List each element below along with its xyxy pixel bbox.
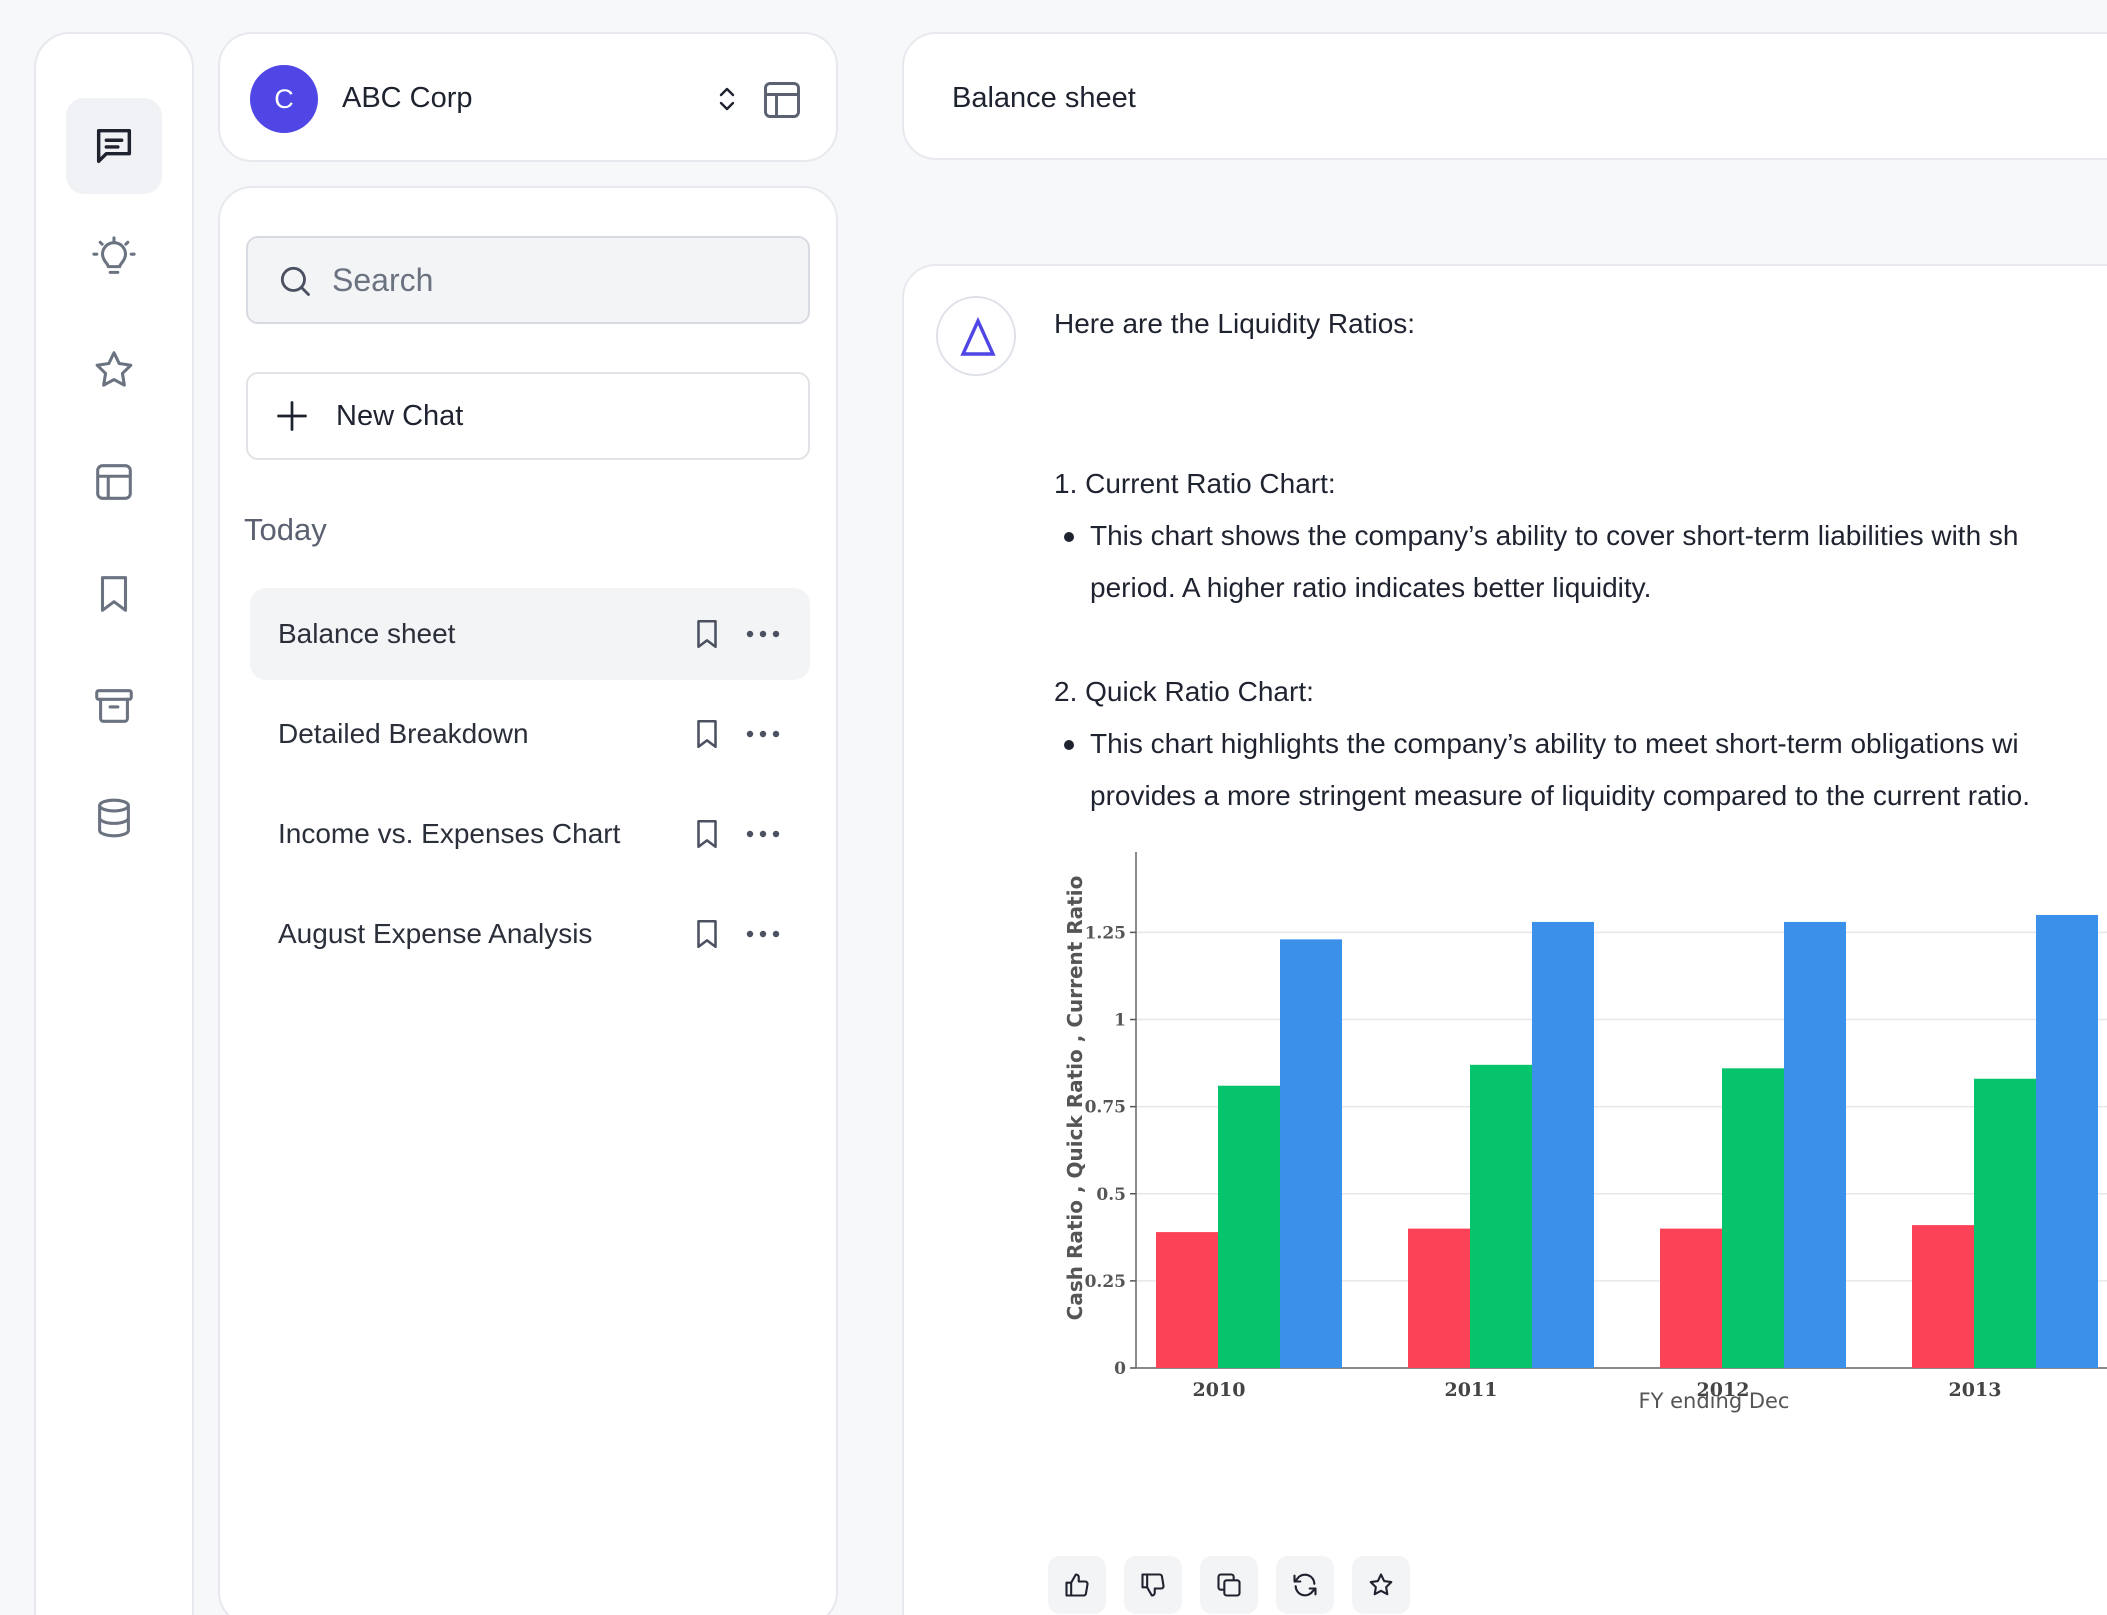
item2-line1: This chart highlights the company’s abil… — [1090, 728, 2019, 759]
rail-chat-button[interactable] — [66, 98, 162, 194]
rail-archive-button[interactable] — [66, 658, 162, 754]
x-axis-label: FY ending Dec — [1639, 1389, 1790, 1413]
sidebar-toggle-icon[interactable] — [760, 78, 804, 122]
bar — [1912, 1225, 1974, 1368]
regenerate-button[interactable] — [1276, 1556, 1334, 1614]
message-actions — [1048, 1556, 1410, 1614]
y-axis-label: Cash Ratio , Quick Ratio , Current Ratio — [1063, 876, 1087, 1321]
org-avatar: C — [250, 65, 318, 133]
y-tick-label: 1.25 — [1085, 923, 1126, 943]
thread-header: Balance sheet — [902, 32, 2107, 160]
bar — [1532, 921, 1594, 1368]
chat-list-panel: New Chat Today Balance sheet Detailed Br… — [218, 186, 838, 1615]
bullet — [1064, 740, 1074, 750]
x-tick-label: 2011 — [1445, 1379, 1498, 1401]
bar — [1470, 1064, 1532, 1368]
rail-bookmarks-button[interactable] — [66, 546, 162, 642]
chat-item-label: August Expense Analysis — [278, 918, 593, 949]
bar — [2036, 914, 2098, 1368]
dislike-button[interactable] — [1124, 1556, 1182, 1614]
bar — [1280, 939, 1342, 1368]
liquidity-ratios-chart: 0 0.25 0.5 0.75 1 1.25 2010 2011 2012 2013 FY endi… — [1063, 852, 2107, 1413]
y-tick-label: 0.5 — [1096, 1185, 1126, 1205]
y-tick-label: 0.25 — [1085, 1272, 1126, 1292]
copy-icon — [1217, 1573, 1241, 1597]
bookmark-icon[interactable] — [690, 916, 724, 952]
chat-item-label: Detailed Breakdown — [278, 718, 529, 749]
chat-item-detailed-breakdown[interactable]: Detailed Breakdown — [250, 688, 810, 780]
favorite-button[interactable] — [1352, 1556, 1410, 1614]
bookmark-icon — [100, 576, 128, 612]
refresh-icon — [1293, 1573, 1317, 1597]
chat-item-label: Balance sheet — [278, 618, 456, 649]
bar — [1784, 921, 1846, 1368]
more-icon[interactable] — [746, 730, 780, 738]
bookmark-icon[interactable] — [690, 816, 724, 852]
section-today: Today — [244, 512, 327, 547]
icon-rail — [34, 32, 194, 1615]
message-intro: Here are the Liquidity Ratios: — [1054, 308, 1416, 339]
plus-icon — [277, 401, 307, 431]
star-icon — [95, 351, 133, 387]
item2-line2: provides a more stringent measure of liq… — [1090, 780, 2031, 811]
rail-data-button[interactable] — [66, 770, 162, 866]
org-name[interactable]: ABC Corp — [342, 82, 473, 114]
chat-item-label: Income vs. Expenses Chart — [278, 818, 621, 849]
assistant-message: Here are the Liquidity Ratios: 1. Curren… — [902, 264, 2107, 1615]
item1-title: 1. Current Ratio Chart: — [1054, 468, 1336, 499]
assistant-logo-icon — [960, 316, 996, 356]
item1-line1: This chart shows the company’s ability t… — [1090, 520, 2019, 551]
thumbs-up-icon — [1065, 1573, 1089, 1597]
bar — [1974, 1078, 2036, 1368]
bar — [1156, 1232, 1218, 1368]
y-tick-label: 0.75 — [1085, 1098, 1126, 1118]
bullet — [1064, 532, 1074, 542]
bar — [1408, 1228, 1470, 1368]
item2-title: 2. Quick Ratio Chart: — [1054, 676, 1314, 707]
thumbs-down-icon — [1141, 1573, 1165, 1597]
item1-line2: period. A higher ratio indicates better … — [1090, 572, 1652, 603]
database-icon — [98, 798, 130, 838]
rail-favorites-button[interactable] — [66, 322, 162, 418]
chevron-updown-icon[interactable] — [716, 84, 738, 114]
chat-item-august-expense[interactable]: August Expense Analysis — [250, 888, 810, 980]
layout-icon — [96, 464, 132, 500]
x-tick-label: 2012 — [1697, 1379, 1750, 1401]
more-icon[interactable] — [746, 630, 780, 638]
chat-item-balance-sheet[interactable]: Balance sheet — [250, 588, 810, 680]
lightbulb-icon — [92, 236, 136, 274]
org-header: C ABC Corp — [218, 32, 838, 162]
copy-button[interactable] — [1200, 1556, 1258, 1614]
search-icon — [280, 266, 310, 296]
bookmark-icon[interactable] — [690, 616, 724, 652]
bookmark-icon[interactable] — [690, 716, 724, 752]
new-chat-button[interactable]: New Chat — [246, 372, 810, 460]
x-tick-label: 2010 — [1193, 1379, 1246, 1401]
rail-ideas-button[interactable] — [66, 210, 162, 306]
search-box[interactable] — [246, 236, 810, 324]
chat-icon — [96, 128, 132, 164]
bar — [1218, 1085, 1280, 1368]
y-tick-label: 1 — [1114, 1011, 1126, 1031]
y-tick-label: 0 — [1114, 1359, 1126, 1379]
rail-templates-button[interactable] — [66, 434, 162, 530]
thread-title: Balance sheet — [952, 82, 1136, 114]
assistant-avatar — [936, 296, 1016, 376]
more-icon[interactable] — [746, 830, 780, 838]
new-chat-label: New Chat — [336, 399, 464, 432]
chat-item-income-vs-expenses[interactable]: Income vs. Expenses Chart — [250, 788, 810, 880]
more-icon[interactable] — [746, 930, 780, 938]
archive-icon — [95, 689, 133, 723]
star-icon — [1369, 1573, 1393, 1596]
search-input[interactable] — [332, 258, 772, 302]
bar — [1722, 1068, 1784, 1368]
x-tick-label: 2013 — [1949, 1379, 2002, 1401]
bar — [1660, 1228, 1722, 1368]
like-button[interactable] — [1048, 1556, 1106, 1614]
